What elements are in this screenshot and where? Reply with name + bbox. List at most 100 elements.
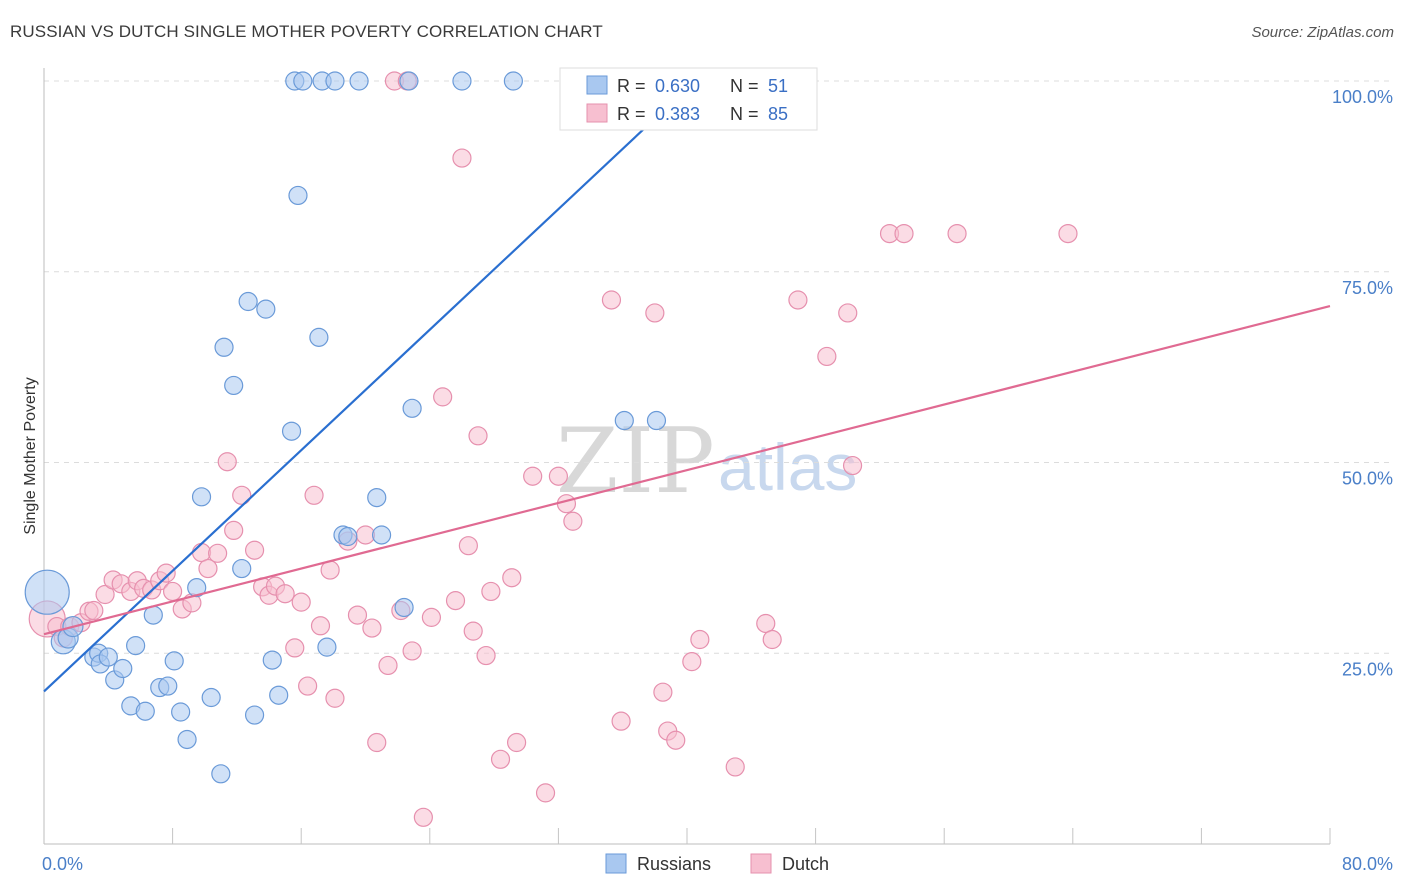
russian-point-37 — [317, 637, 337, 657]
dutch-point-34 — [310, 616, 331, 636]
dutch-point-76 — [762, 629, 782, 650]
dutch-point-21 — [208, 543, 228, 563]
russian-point-47 — [452, 71, 472, 91]
russian-point-15 — [158, 676, 178, 696]
y-tick-labels: 25.0% 50.0% 75.0% 100.0% — [1332, 87, 1393, 679]
russian-point-41 — [349, 71, 369, 91]
dutch-point-32 — [298, 676, 318, 696]
dutch-point-15 — [156, 563, 176, 583]
dutch-point-69 — [653, 682, 673, 702]
russian-point-44 — [394, 597, 414, 618]
watermark-atlas: atlas — [718, 430, 857, 504]
dutch-point-7 — [95, 584, 115, 605]
russian-point-49 — [614, 410, 634, 431]
russian-point-50 — [646, 410, 667, 431]
legend-swatch-dutch — [586, 103, 608, 123]
dutch-point-61 — [535, 783, 556, 803]
russian-point-34 — [293, 71, 313, 91]
dutch-point-42 — [378, 655, 398, 676]
trend-line-russians — [43, 80, 696, 693]
dutch-point-48 — [421, 607, 442, 627]
legend-dutch-r-value: 0.383 — [655, 104, 700, 124]
dutch-point-30 — [285, 638, 305, 658]
trend-line-dutch — [43, 305, 1331, 636]
dutch-point-24 — [232, 485, 252, 505]
legend-russians-n-value: 51 — [768, 76, 788, 96]
dutch-point-38 — [347, 605, 368, 625]
bottom-legend-swatch-dutch — [750, 853, 772, 874]
russian-point-22 — [211, 764, 231, 784]
russian-point-23 — [214, 337, 234, 357]
dutch-point-58 — [502, 568, 522, 588]
dutch-point-57 — [490, 749, 511, 769]
legend-swatch-russians — [586, 75, 608, 95]
russian-point-16 — [164, 651, 184, 671]
dutch-point-82 — [894, 224, 914, 244]
dutch-point-46 — [402, 641, 422, 661]
russian-point-26 — [238, 291, 258, 312]
dutch-point-63 — [556, 494, 577, 514]
dutch-point-62 — [548, 466, 569, 486]
russian-point-30 — [269, 685, 289, 705]
source-credit: Source: ZipAtlas.com — [1251, 24, 1394, 41]
russian-point-48 — [503, 71, 523, 91]
y-tick-label-50: 50.0% — [1342, 469, 1393, 489]
russian-point-29 — [262, 650, 282, 670]
russian-point-28 — [256, 299, 276, 319]
russian-point-25 — [232, 558, 252, 579]
russian-point-24 — [224, 375, 244, 396]
dutch-point-39 — [355, 525, 376, 545]
x-tick-label-max: 80.0% — [1342, 854, 1393, 874]
dutch-point-74 — [725, 757, 745, 777]
dutch-point-36 — [325, 688, 345, 708]
dutch-point-6 — [84, 600, 104, 621]
dutch-point-33 — [304, 485, 324, 505]
dutch-point-47 — [413, 807, 433, 827]
bottom-legend-swatch-russians — [605, 853, 627, 874]
dutch-point-53 — [463, 621, 483, 641]
russian-point-20 — [191, 487, 212, 507]
bottom-legend-russians: Russians — [637, 854, 711, 874]
dutch-point-59 — [507, 732, 527, 753]
dutch-point-54 — [468, 426, 488, 446]
legend-russians-r-label: R = — [617, 76, 646, 96]
trend-lines — [43, 80, 1331, 693]
x-ticks — [172, 828, 1331, 844]
dutch-point-31 — [291, 592, 311, 612]
dutch-point-79 — [838, 303, 858, 323]
dutch-point-55 — [476, 645, 496, 666]
dutch-point-16 — [163, 581, 183, 602]
russian-point-31 — [281, 421, 302, 441]
legend-russians-n-label: N = — [730, 76, 759, 96]
dutch-point-41 — [367, 732, 387, 753]
dutch-point-68 — [645, 303, 665, 323]
dutch-point-20 — [198, 558, 218, 579]
dutch-point-19 — [191, 542, 212, 563]
russian-point-46 — [402, 398, 422, 418]
legend-dutch-n-value: 85 — [768, 104, 788, 124]
russian-point-19 — [187, 578, 207, 598]
russian-point-21 — [201, 687, 221, 708]
dutch-point-23 — [224, 520, 244, 541]
russian-point-35 — [309, 327, 329, 347]
y-tick-label-100: 100.0% — [1332, 87, 1393, 107]
russian-point-42 — [367, 487, 387, 508]
russian-points — [24, 71, 667, 784]
dutch-point-65 — [601, 290, 622, 310]
x-tick-label-min: 0.0% — [42, 854, 83, 874]
dutch-point-78 — [817, 346, 837, 367]
dutch-point-72 — [682, 652, 702, 672]
russian-point-17 — [171, 702, 191, 722]
russian-point-9 — [113, 658, 133, 679]
dutch-point-77 — [788, 290, 808, 310]
russian-point-43 — [371, 525, 392, 545]
dutch-point-84 — [1058, 224, 1078, 244]
legend-dutch-n-label: N = — [730, 104, 759, 124]
russian-point-7 — [98, 647, 118, 667]
dutch-point-22 — [217, 452, 237, 472]
series-legend: Russians Dutch — [605, 853, 829, 874]
russian-point-11 — [126, 636, 146, 656]
chart-title: RUSSIAN VS DUTCH SINGLE MOTHER POVERTY C… — [10, 22, 603, 41]
russian-point-12 — [135, 701, 155, 721]
